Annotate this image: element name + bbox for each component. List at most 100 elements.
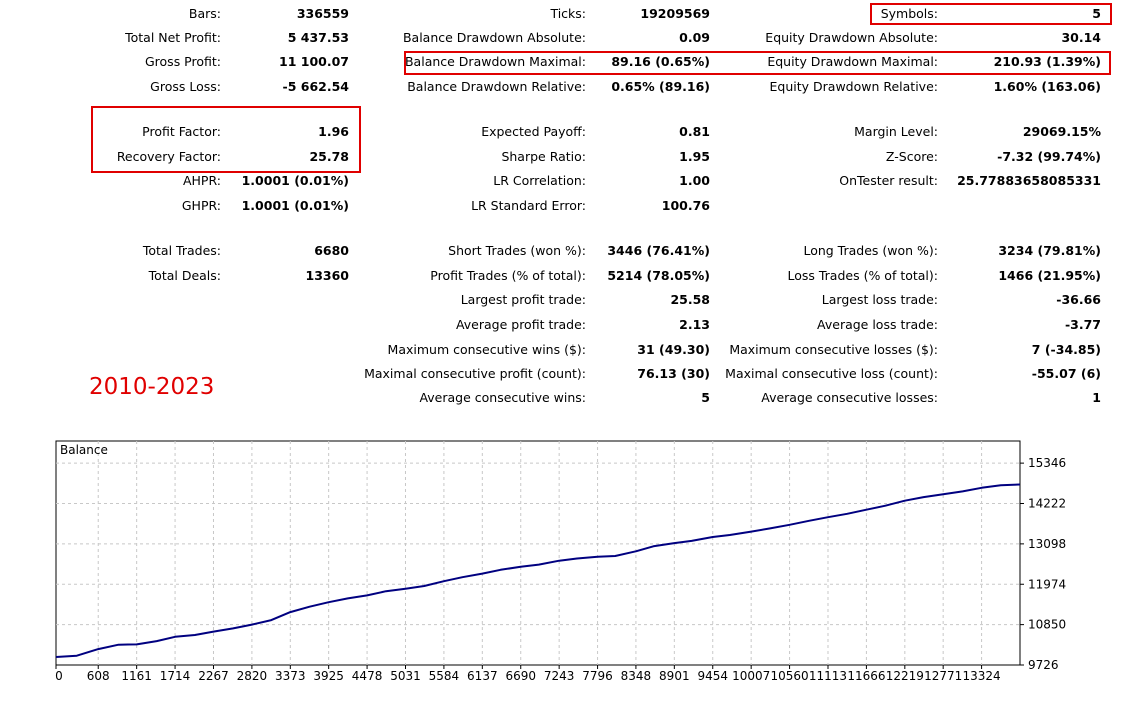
x-tick-label: 12219	[886, 669, 924, 683]
largest-loss-trade-value: -36.66	[1056, 292, 1101, 307]
gross-loss-label: Gross Loss:	[150, 79, 221, 94]
ghpr-label: GHPR:	[181, 198, 221, 213]
maximal-consecutive-profit-count-label: Maximal consecutive profit (count):	[364, 366, 586, 381]
margin-level-label: Margin Level:	[854, 124, 938, 139]
long-trades-won-label: Long Trades (won %):	[803, 243, 938, 258]
ahpr-value: 1.0001 (0.01%)	[241, 173, 349, 188]
ticks-value: 19209569	[640, 6, 710, 21]
x-tick-label: 3373	[275, 669, 306, 683]
largest-profit-trade-label: Largest profit trade:	[460, 292, 586, 307]
period-annotation: 2010-2023	[89, 374, 215, 400]
highlight-box-profit-recovery	[91, 106, 361, 173]
expected-payoff-label: Expected Payoff:	[481, 124, 586, 139]
maximal-consecutive-loss-count-label: Maximal consecutive loss (count):	[725, 366, 938, 381]
ghpr-value: 1.0001 (0.01%)	[241, 198, 349, 213]
x-tick-label: 6137	[467, 669, 498, 683]
average-consecutive-wins-value: 5	[701, 390, 710, 405]
x-tick-label: 5031	[390, 669, 421, 683]
average-profit-trade-value: 2.13	[679, 317, 710, 332]
lr-correlation-value: 1.00	[679, 173, 710, 188]
ontester-result-label: OnTester result:	[839, 173, 938, 188]
highlight-box-drawdown-maximal	[404, 51, 1111, 75]
profit-trades-of-total-label: Profit Trades (% of total):	[430, 268, 586, 283]
expected-payoff-value: 0.81	[679, 124, 710, 139]
x-tick-label: 10560	[770, 669, 808, 683]
largest-profit-trade-value: 25.58	[670, 292, 710, 307]
x-tick-label: 5584	[429, 669, 460, 683]
x-tick-label: 1161	[121, 669, 152, 683]
z-score-label: Z-Score:	[885, 149, 938, 164]
x-tick-label: 10007	[732, 669, 770, 683]
x-tick-label: 13324	[962, 669, 1000, 683]
ontester-result-value: 25.77883658085331	[957, 173, 1101, 188]
profit-factor-value: 1.96	[318, 124, 349, 139]
balance-chart: 0 608 1161 1714 2267 2820 3373 3925 4478 5031 5584…	[55, 440, 1066, 683]
total-deals-label: Total Deals:	[148, 268, 221, 283]
equity-drawdown-absolute-label: Equity Drawdown Absolute:	[765, 30, 938, 45]
average-loss-trade-value: -3.77	[1064, 317, 1101, 332]
balance-drawdown-relative-value: 0.65% (89.16)	[611, 79, 710, 94]
bars-value: 336559	[296, 6, 349, 21]
x-tick-label: 12771	[924, 669, 962, 683]
y-tick-label: 13098	[1028, 537, 1066, 551]
maximal-consecutive-loss-count-value: -55.07 (6)	[1031, 366, 1101, 381]
recovery-factor-value: 25.78	[309, 149, 349, 164]
gross-profit-value: 11 100.07	[279, 54, 349, 69]
total-net-profit-label: Total Net Profit:	[125, 30, 221, 45]
x-tick-label: 608	[87, 669, 110, 683]
x-tick-label: 3925	[313, 669, 344, 683]
x-tick-label: 7243	[544, 669, 575, 683]
lr-correlation-label: LR Correlation:	[493, 173, 586, 188]
x-tick-label: 2267	[198, 669, 229, 683]
maximum-consecutive-wins-label: Maximum consecutive wins ($):	[387, 342, 586, 357]
loss-trades-of-total-label: Loss Trades (% of total):	[787, 268, 938, 283]
equity-drawdown-relative-label: Equity Drawdown Relative:	[769, 79, 938, 94]
x-tick-label: 11666	[847, 669, 885, 683]
y-tick-label: 15346	[1028, 456, 1066, 470]
y-tick-label: 14222	[1028, 497, 1066, 511]
profit-factor-label: Profit Factor:	[142, 124, 221, 139]
average-profit-trade-label: Average profit trade:	[455, 317, 586, 332]
x-tick-label: 9454	[697, 669, 728, 683]
average-consecutive-losses-value: 1	[1092, 390, 1101, 405]
ticks-label: Ticks:	[550, 6, 586, 21]
bars-label: Bars:	[188, 6, 221, 21]
balance-drawdown-absolute-label: Balance Drawdown Absolute:	[402, 30, 586, 45]
x-tick-label: 8348	[621, 669, 652, 683]
ahpr-label: AHPR:	[182, 173, 221, 188]
loss-trades-of-total-value: 1466 (21.95%)	[998, 268, 1101, 283]
total-net-profit-value: 5 437.53	[287, 30, 349, 45]
balance-drawdown-maximal-label: Balance Drawdown Maximal:	[404, 54, 586, 69]
symbols-label: Symbols:	[880, 6, 938, 21]
z-score-value: -7.32 (99.74%)	[997, 149, 1101, 164]
margin-level-value: 29069.15%	[1022, 124, 1101, 139]
average-consecutive-wins-label: Average consecutive wins:	[419, 390, 586, 405]
x-tick-label: 7796	[582, 669, 613, 683]
short-trades-won-value: 3446 (76.41%)	[607, 243, 710, 258]
gross-loss-value: -5 662.54	[282, 79, 349, 94]
chart-frame	[55, 440, 1021, 666]
x-tick-label: 2820	[237, 669, 268, 683]
sharpe-ratio-label: Sharpe Ratio:	[501, 149, 586, 164]
x-tick-label: 0	[55, 669, 63, 683]
balance-line	[55, 483, 1021, 658]
x-tick-label: 1714	[160, 669, 191, 683]
x-tick-label: 6690	[505, 669, 536, 683]
x-tick-label: 11113	[809, 669, 847, 683]
x-tick-label: 4478	[352, 669, 383, 683]
sharpe-ratio-value: 1.95	[679, 149, 710, 164]
lr-standard-error-label: LR Standard Error:	[471, 198, 586, 213]
balance-drawdown-maximal-value: 89.16 (0.65%)	[611, 54, 710, 69]
symbols-value: 5	[1092, 6, 1101, 21]
equity-drawdown-relative-value: 1.60% (163.06)	[993, 79, 1101, 94]
chart-title: Balance	[60, 443, 108, 457]
x-tick-label: 8901	[659, 669, 690, 683]
lr-standard-error-value: 100.76	[661, 198, 710, 213]
average-loss-trade-label: Average loss trade:	[817, 317, 938, 332]
maximal-consecutive-profit-count-value: 76.13 (30)	[637, 366, 710, 381]
y-tick-label: 10850	[1028, 618, 1066, 632]
gross-profit-label: Gross Profit:	[144, 54, 221, 69]
total-deals-value: 13360	[305, 268, 350, 283]
total-trades-value: 6680	[314, 243, 349, 258]
total-trades-label: Total Trades:	[142, 243, 221, 258]
